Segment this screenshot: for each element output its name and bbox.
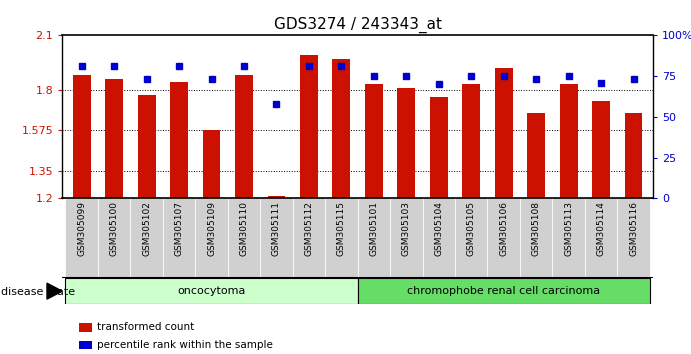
Bar xyxy=(422,198,455,278)
Bar xyxy=(163,198,196,278)
Bar xyxy=(235,75,253,198)
Bar xyxy=(73,75,91,198)
Text: oncocytoma: oncocytoma xyxy=(178,286,246,296)
Bar xyxy=(430,97,448,198)
Text: GSM305101: GSM305101 xyxy=(369,201,379,256)
Bar xyxy=(527,113,545,198)
Bar xyxy=(487,198,520,278)
Text: GSM305114: GSM305114 xyxy=(596,201,605,256)
Bar xyxy=(365,84,383,198)
Bar xyxy=(552,198,585,278)
Text: GSM305108: GSM305108 xyxy=(531,201,540,256)
Bar xyxy=(300,55,318,198)
Text: GSM305113: GSM305113 xyxy=(564,201,573,256)
Text: GSM305106: GSM305106 xyxy=(499,201,508,256)
Bar xyxy=(332,59,350,198)
Bar xyxy=(625,113,643,198)
Bar xyxy=(293,198,325,278)
Text: GSM305100: GSM305100 xyxy=(110,201,119,256)
Bar xyxy=(617,198,650,278)
Bar xyxy=(131,198,163,278)
Bar xyxy=(585,198,617,278)
Polygon shape xyxy=(47,283,62,299)
Bar xyxy=(105,79,123,198)
Text: transformed count: transformed count xyxy=(97,322,194,332)
Text: GSM305103: GSM305103 xyxy=(401,201,410,256)
Text: GSM305104: GSM305104 xyxy=(434,201,443,256)
Bar xyxy=(390,198,422,278)
Text: percentile rank within the sample: percentile rank within the sample xyxy=(97,340,273,350)
Bar xyxy=(592,101,610,198)
Text: GSM305107: GSM305107 xyxy=(175,201,184,256)
Text: GSM305115: GSM305115 xyxy=(337,201,346,256)
Bar xyxy=(455,198,487,278)
Text: GSM305102: GSM305102 xyxy=(142,201,151,256)
Bar xyxy=(98,198,131,278)
Bar xyxy=(261,198,293,278)
Bar xyxy=(66,198,98,278)
Text: chromophobe renal cell carcinoma: chromophobe renal cell carcinoma xyxy=(407,286,600,296)
Bar xyxy=(397,88,415,198)
Bar xyxy=(462,84,480,198)
Text: disease state: disease state xyxy=(1,287,75,297)
Text: GSM305116: GSM305116 xyxy=(629,201,638,256)
Text: GSM305099: GSM305099 xyxy=(77,201,86,256)
Text: GSM305111: GSM305111 xyxy=(272,201,281,256)
Bar xyxy=(495,68,513,198)
Bar xyxy=(196,198,228,278)
Bar xyxy=(267,196,285,198)
Bar xyxy=(170,82,188,198)
Bar xyxy=(358,198,390,278)
Title: GDS3274 / 243343_at: GDS3274 / 243343_at xyxy=(274,16,442,33)
Bar xyxy=(66,278,358,304)
Text: GSM305112: GSM305112 xyxy=(305,201,314,256)
Bar xyxy=(560,84,578,198)
Text: GSM305109: GSM305109 xyxy=(207,201,216,256)
Bar xyxy=(228,198,261,278)
Bar xyxy=(202,130,220,198)
Text: GSM305110: GSM305110 xyxy=(240,201,249,256)
Text: GSM305105: GSM305105 xyxy=(466,201,475,256)
Bar xyxy=(325,198,358,278)
Bar xyxy=(138,95,155,198)
Bar xyxy=(520,198,552,278)
Bar xyxy=(358,278,650,304)
